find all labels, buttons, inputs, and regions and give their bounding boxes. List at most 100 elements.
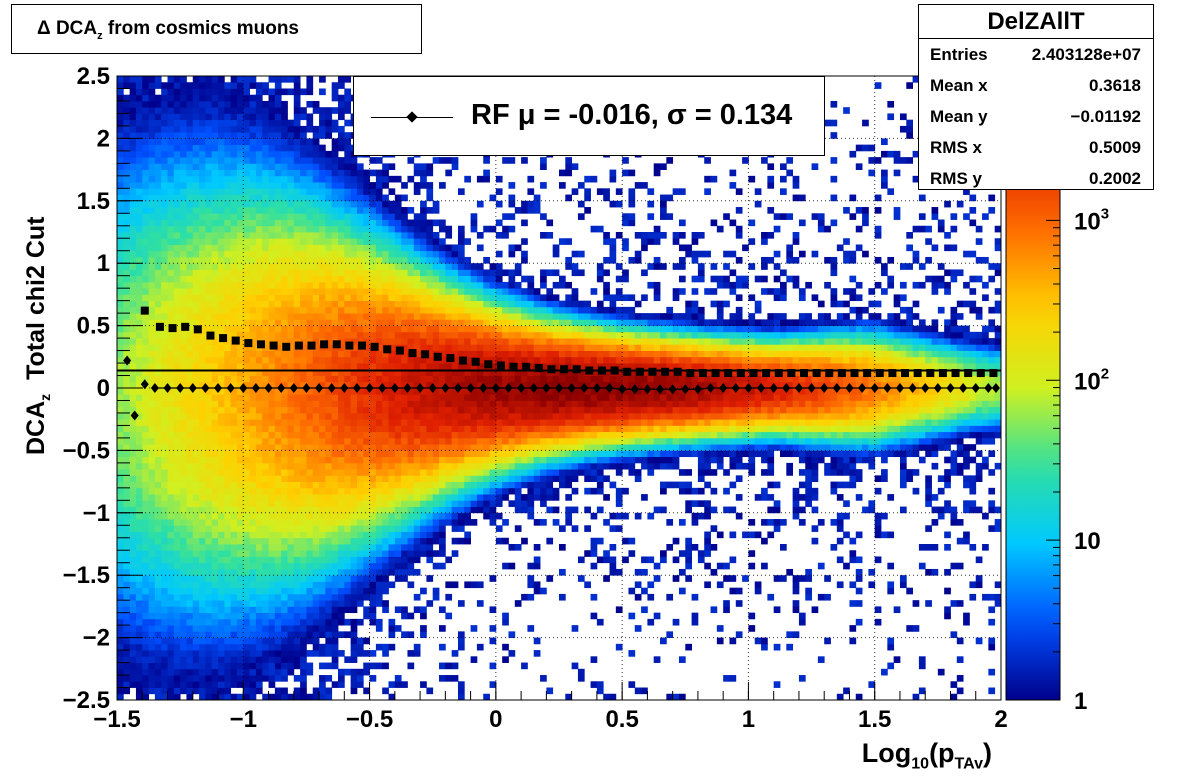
heatmap-cell (432, 500, 440, 507)
heatmap-cell (369, 232, 377, 239)
heatmap-cell (331, 662, 339, 670)
heatmap-cell (123, 487, 131, 495)
heatmap-cell (161, 344, 168, 351)
heatmap-cell (382, 263, 389, 270)
heatmap-cell (338, 400, 345, 408)
heatmap-cell (338, 681, 345, 688)
heatmap-cell (236, 693, 244, 700)
heatmap-cell (407, 281, 415, 289)
heatmap-cell (262, 581, 269, 589)
heatmap-cell (148, 182, 156, 189)
heatmap-cell (199, 169, 206, 177)
heatmap-cell (211, 456, 219, 464)
heatmap-cell (161, 662, 168, 670)
heatmap-cell (413, 381, 421, 389)
heatmap-cell (192, 225, 200, 233)
heatmap-cell (413, 213, 421, 220)
heatmap-cell (420, 238, 427, 245)
heatmap-cell (338, 444, 345, 451)
heatmap-cell (205, 631, 213, 638)
heatmap-cell (224, 668, 232, 676)
heatmap-cell (319, 200, 326, 208)
heatmap-cell (249, 506, 257, 514)
heatmap-cell (293, 144, 301, 152)
heatmap-cell (281, 587, 288, 595)
heatmap-cell (350, 188, 358, 195)
heatmap-cell (287, 157, 295, 164)
heatmap-cell (129, 269, 137, 277)
heatmap-cell (129, 519, 137, 526)
heatmap-cell (236, 94, 244, 102)
heatmap-cell (451, 325, 459, 333)
heatmap-cell (218, 313, 225, 320)
heatmap-cell (457, 325, 465, 333)
heatmap-cell (224, 119, 232, 127)
heatmap-cell (476, 450, 484, 458)
heatmap-cell (249, 437, 257, 445)
heatmap-cell (413, 331, 421, 339)
heatmap-cell (363, 375, 370, 383)
heatmap-cell (451, 494, 459, 501)
heatmap-cell (306, 331, 314, 339)
heatmap-cell (249, 456, 257, 464)
heatmap-cell (287, 606, 295, 614)
heatmap-cell (161, 650, 168, 657)
heatmap-cell (262, 363, 269, 370)
heatmap-cell (230, 213, 238, 220)
heatmap-cell (230, 643, 238, 651)
heatmap-cell (382, 244, 389, 252)
heatmap-cell (249, 593, 257, 601)
heatmap-cell (167, 593, 175, 601)
heatmap-cell (230, 487, 238, 495)
heatmap-cell (249, 643, 257, 651)
heatmap-cell (401, 512, 408, 520)
heatmap-cell (199, 194, 206, 202)
heatmap-cell (312, 163, 320, 170)
heatmap-cell (192, 581, 200, 589)
heatmap-cell (407, 175, 415, 183)
heatmap-cell (331, 188, 339, 195)
heatmap-cell (249, 500, 257, 507)
heatmap-cell (331, 269, 339, 277)
heatmap-cell (382, 213, 389, 220)
heatmap-cell (180, 375, 187, 383)
heatmap-cell (199, 487, 206, 495)
heatmap-cell (123, 506, 131, 514)
heatmap-cell (319, 450, 326, 458)
heatmap-cell (457, 188, 465, 195)
heatmap-cell (432, 269, 440, 277)
heatmap-cell (180, 425, 187, 433)
heatmap-cell (180, 82, 187, 89)
heatmap-cell (470, 500, 478, 507)
heatmap-cell (211, 319, 219, 326)
heatmap-cell (211, 350, 219, 358)
heatmap-cell (312, 506, 320, 514)
heatmap-cell (180, 88, 187, 96)
heatmap-cell (117, 269, 124, 277)
heatmap-cell (312, 456, 320, 464)
heatmap-cell (167, 200, 175, 208)
heatmap-cell (300, 356, 307, 364)
heatmap-cell (344, 294, 352, 302)
heatmap-cell (262, 668, 269, 676)
heatmap-cell (420, 182, 427, 189)
heatmap-cell (117, 506, 124, 514)
heatmap-cell (350, 207, 358, 214)
heatmap-cell (363, 662, 370, 670)
heatmap-cell (287, 450, 295, 458)
heatmap-cell (356, 481, 364, 489)
heatmap-cell (129, 219, 137, 227)
heatmap-cell (135, 119, 143, 127)
heatmap-cell (192, 119, 200, 127)
heatmap-cell (180, 350, 187, 358)
heatmap-cell (218, 556, 225, 564)
heatmap-cell (350, 531, 358, 539)
heatmap-cell (123, 431, 131, 439)
heatmap-cell (281, 306, 288, 314)
heatmap-cell (457, 269, 465, 277)
heatmap-cell (457, 344, 465, 351)
heatmap-cell (457, 294, 465, 302)
heatmap-cell (249, 132, 257, 139)
heatmap-cell (394, 625, 402, 632)
heatmap-cell (470, 481, 478, 489)
